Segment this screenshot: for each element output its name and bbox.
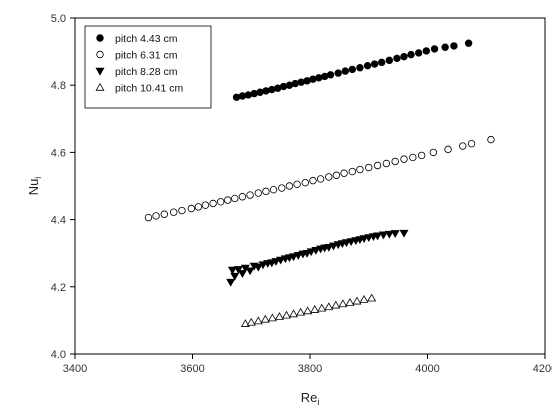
data-point <box>442 44 449 51</box>
data-point <box>317 176 324 183</box>
y-tick-label: 4.0 <box>51 349 66 361</box>
data-point <box>415 50 422 57</box>
data-point <box>410 154 417 161</box>
data-point <box>310 177 317 184</box>
data-point <box>161 211 168 218</box>
data-point <box>401 53 408 60</box>
data-point <box>263 188 270 195</box>
data-point <box>279 185 286 192</box>
legend-label: pitch 6.31 cm <box>115 50 178 62</box>
x-axis: 3400 3600 3800 4000 4200 <box>63 354 552 375</box>
data-point <box>357 64 364 71</box>
x-tick-label: 3600 <box>180 363 204 375</box>
data-point <box>465 40 472 47</box>
data-point <box>170 209 177 216</box>
data-point <box>335 70 342 77</box>
data-point <box>210 200 217 207</box>
data-point <box>217 198 224 205</box>
data-point <box>342 68 349 75</box>
y-axis-label: Nui <box>26 177 43 196</box>
x-tick-label: 4000 <box>415 363 439 375</box>
data-point <box>195 204 202 211</box>
data-point <box>451 43 458 50</box>
data-point <box>239 193 246 200</box>
data-point <box>326 174 333 181</box>
data-point <box>371 61 378 68</box>
data-point <box>378 59 385 66</box>
data-point <box>386 57 393 64</box>
data-point <box>302 179 309 186</box>
legend-marker <box>97 35 104 42</box>
data-point <box>224 197 231 204</box>
y-axis: 4.0 4.2 4.4 4.6 4.8 5.0 <box>51 13 75 361</box>
data-point <box>327 71 334 78</box>
data-point <box>179 207 186 214</box>
data-point <box>364 62 371 69</box>
legend: pitch 4.43 cm pitch 6.31 cm pitch 8.28 cm p… <box>85 26 211 108</box>
data-point <box>188 205 195 212</box>
legend-marker <box>97 51 104 58</box>
data-point <box>459 143 466 150</box>
data-point <box>383 160 390 167</box>
y-tick-label: 5.0 <box>51 13 66 25</box>
data-point <box>392 158 399 165</box>
data-point <box>430 149 437 156</box>
data-point <box>294 181 301 188</box>
data-point <box>423 48 430 55</box>
y-tick-label: 4.4 <box>51 215 66 227</box>
data-point <box>401 156 408 163</box>
y-tick-label: 4.2 <box>51 282 66 294</box>
data-point <box>394 55 401 62</box>
data-point <box>408 51 415 58</box>
data-point <box>286 183 293 190</box>
data-point <box>247 192 254 199</box>
legend-label: pitch 10.41 cm <box>115 83 184 95</box>
data-point <box>374 162 381 169</box>
data-point <box>349 168 356 175</box>
x-tick-label: 4200 <box>533 363 552 375</box>
legend-label: pitch 8.28 cm <box>115 66 178 78</box>
data-point <box>357 166 364 173</box>
data-point <box>349 66 356 73</box>
y-tick-label: 4.8 <box>51 80 66 92</box>
data-point <box>153 213 160 220</box>
data-point <box>341 170 348 177</box>
data-point <box>202 202 209 209</box>
data-point <box>445 146 452 153</box>
x-axis-label: Rei <box>301 390 320 407</box>
data-point <box>232 195 239 202</box>
x-tick-label: 3400 <box>63 363 87 375</box>
data-point <box>365 164 372 171</box>
data-point <box>431 46 438 53</box>
data-point <box>488 136 495 143</box>
data-point <box>239 93 246 100</box>
data-point <box>255 190 262 197</box>
x-tick-label: 3800 <box>298 363 322 375</box>
y-tick-label: 4.6 <box>51 147 66 159</box>
data-point <box>468 140 475 147</box>
data-point <box>333 172 340 179</box>
data-point <box>270 186 277 193</box>
data-point <box>418 152 425 159</box>
data-point <box>145 214 152 221</box>
legend-label: pitch 4.43 cm <box>115 33 178 45</box>
